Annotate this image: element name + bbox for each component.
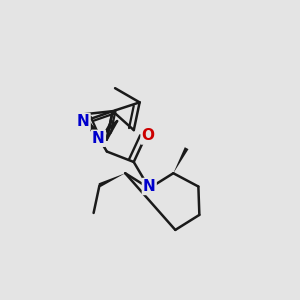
Text: N: N	[77, 114, 90, 129]
Text: O: O	[142, 128, 154, 143]
Text: N: N	[92, 131, 105, 146]
Polygon shape	[173, 147, 188, 173]
Text: N: N	[143, 179, 156, 194]
Polygon shape	[99, 173, 125, 187]
